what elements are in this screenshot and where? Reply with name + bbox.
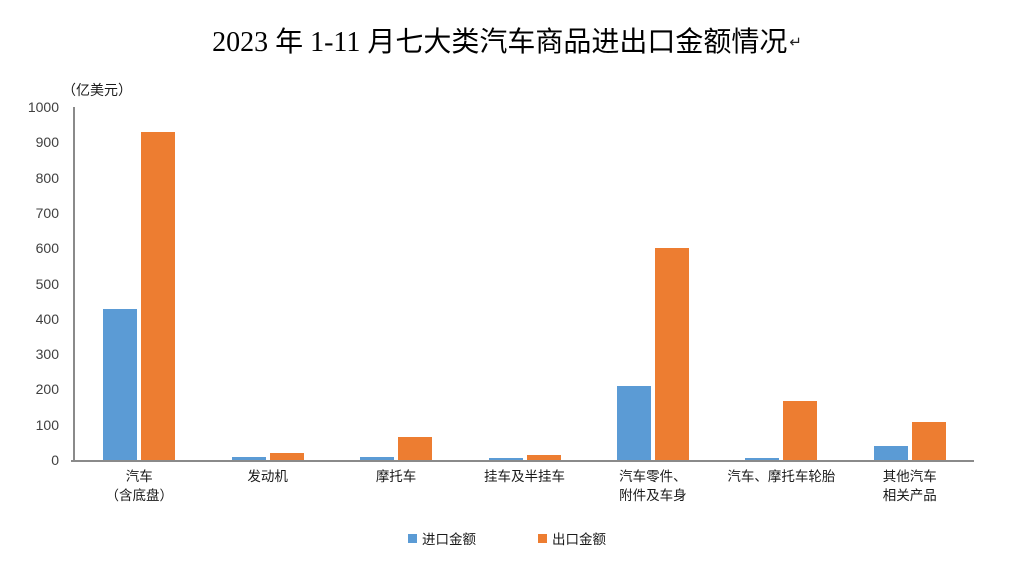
y-tick-label-700: 700 bbox=[35, 204, 59, 221]
legend-marker-icon bbox=[538, 533, 547, 543]
y-tick-label-200: 200 bbox=[35, 381, 59, 398]
chart-title-text: 2023 年 1-11 月七大类汽车商品进出口金额情况 bbox=[212, 27, 788, 58]
x-category-label-4: 汽车零件、 附件及车身 bbox=[619, 469, 687, 503]
bar-export-category-1 bbox=[269, 452, 304, 460]
bar-export-category-5 bbox=[783, 400, 818, 460]
x-category-label-5: 汽车、摩托车轮胎 bbox=[727, 469, 836, 484]
legend-label: 进口金额 bbox=[422, 532, 476, 547]
chart-title: 2023 年 1-11 月七大类汽车商品进出口金额情况 ↵ bbox=[0, 20, 1014, 60]
y-tick-label-0: 0 bbox=[51, 452, 59, 468]
y-tick-label-400: 400 bbox=[35, 310, 59, 327]
bar-export-category-0 bbox=[141, 132, 176, 460]
y-tick-label-900: 900 bbox=[35, 134, 59, 151]
x-category-label-2: 摩托车 bbox=[375, 469, 417, 484]
plot-area: 0 100 200 300 400 500 600 700 800 900 1000 汽车 （含底盘… bbox=[28, 99, 974, 503]
y-tick-label-300: 300 bbox=[35, 346, 59, 363]
bar-export-category-3 bbox=[526, 454, 561, 460]
y-tick-label-1000: 1000 bbox=[27, 99, 59, 115]
bar-import-category-5 bbox=[745, 458, 780, 460]
legend-item-import: 进口金额 bbox=[408, 528, 476, 548]
legend-label: 出口金额 bbox=[552, 532, 606, 547]
bar-import-category-1 bbox=[231, 456, 266, 460]
y-tick-label-100: 100 bbox=[35, 416, 59, 433]
bar-export-category-4 bbox=[654, 248, 689, 460]
x-category-label-0: 汽车 （含底盘） bbox=[105, 469, 173, 503]
y-tick-label-600: 600 bbox=[35, 240, 59, 257]
x-category-label-6: 其他汽车 相关产品 bbox=[882, 469, 937, 503]
legend-marker-icon bbox=[408, 533, 417, 543]
y-axis-line bbox=[73, 107, 75, 462]
bar-import-category-4 bbox=[616, 385, 651, 460]
bar-export-category-2 bbox=[398, 437, 433, 460]
y-tick-label-500: 500 bbox=[35, 275, 59, 292]
chart-legend: 进口金额 出口金额 bbox=[0, 528, 1014, 548]
paragraph-mark-icon: ↵ bbox=[789, 33, 802, 51]
y-axis-unit-label: （亿美元） bbox=[62, 82, 132, 98]
bar-import-category-6 bbox=[873, 445, 908, 460]
bar-export-category-6 bbox=[911, 422, 946, 460]
x-category-label-1: 发动机 bbox=[247, 469, 288, 484]
bar-import-category-2 bbox=[360, 456, 395, 460]
bar-import-category-3 bbox=[488, 457, 523, 460]
x-axis-line bbox=[71, 460, 974, 462]
legend-item-export: 出口金额 bbox=[538, 528, 606, 548]
bar-import-category-0 bbox=[103, 308, 138, 460]
x-category-label-3: 挂车及半挂车 bbox=[484, 469, 565, 484]
y-tick-label-800: 800 bbox=[35, 169, 59, 186]
